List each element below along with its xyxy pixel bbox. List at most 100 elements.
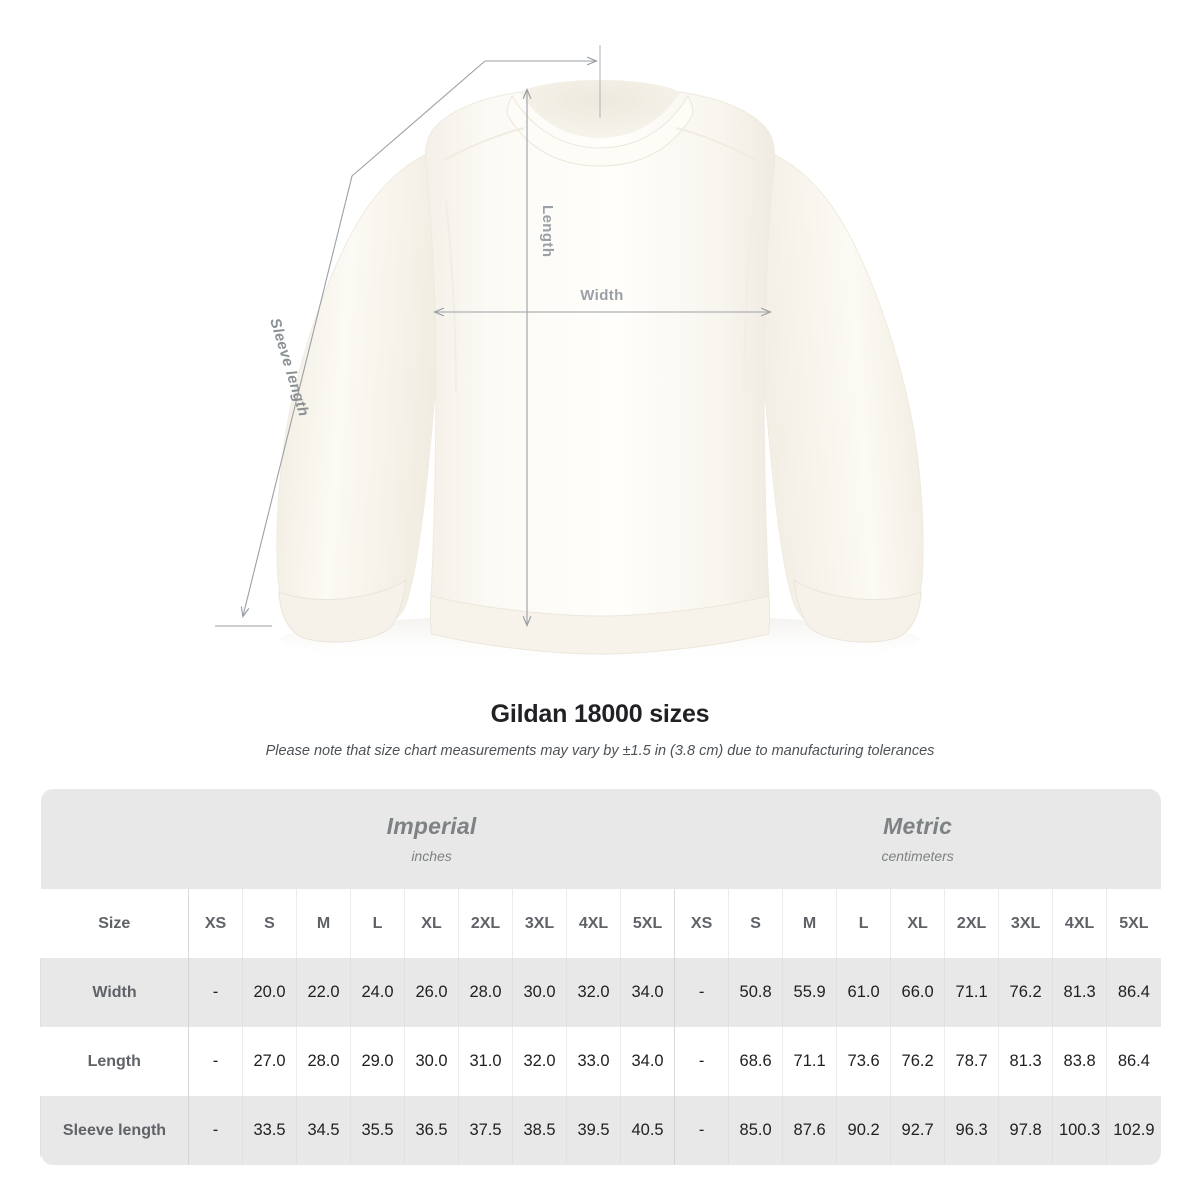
width-imperial-m: 22.0 [296,958,351,1027]
size-chart-table: Imperial inches Metric centimeters Size … [40,789,1161,1165]
sleeve-metric-3xl: 97.8 [998,1096,1053,1165]
row-label-sleeve-length: Sleeve length [40,1096,189,1165]
width-metric-4xl: 81.3 [1052,958,1107,1027]
length-metric-5xl: 86.4 [1106,1027,1161,1096]
size-header-imperial-5xl: 5XL [619,889,675,958]
length-metric-3xl: 81.3 [998,1027,1053,1096]
width-imperial-xl: 26.0 [404,958,459,1027]
unit-imperial-cell: Imperial inches [188,789,675,889]
table-row-sleeve-length: Sleeve length - 33.5 34.5 35.5 36.5 37.5… [40,1096,1161,1165]
size-header-metric-3xl: 3XL [998,889,1053,958]
width-label: Width [580,287,624,304]
sleeve-imperial-s: 33.5 [242,1096,297,1165]
sleeve-imperial-xl: 36.5 [404,1096,459,1165]
length-imperial-s: 27.0 [242,1027,297,1096]
width-metric-xs: - [674,958,729,1027]
size-header-label: Size [40,889,189,958]
length-imperial-m: 28.0 [296,1027,351,1096]
sleeve-imperial-xs: - [188,1096,243,1165]
width-imperial-2xl: 28.0 [458,958,513,1027]
left-cuff [278,578,407,643]
right-shoulder-seam [675,127,757,161]
width-imperial-s: 20.0 [242,958,297,1027]
unit-metric-sub: centimeters [881,847,954,864]
right-armhole-seam [743,199,755,393]
length-imperial-4xl: 33.0 [566,1027,621,1096]
length-imperial-3xl: 32.0 [512,1027,567,1096]
size-header-imperial-l: L [350,889,405,958]
width-metric-xl: 66.0 [890,958,945,1027]
size-header-metric-4xl: 4XL [1052,889,1107,958]
sleeve-metric-m: 87.6 [782,1096,837,1165]
length-imperial-5xl: 34.0 [619,1027,675,1096]
left-shoulder-seam [443,127,525,161]
length-metric-xs: - [674,1027,729,1096]
row-label-length: Length [40,1027,189,1096]
size-header-row: Size XS S M L XL 2XL 3XL 4XL 5XL XS S M … [40,889,1161,958]
width-imperial-5xl: 34.0 [619,958,675,1027]
width-imperial-l: 24.0 [350,958,405,1027]
tolerance-note: Please note that size chart measurements… [265,743,935,759]
width-imperial-3xl: 30.0 [512,958,567,1027]
width-metric-s: 50.8 [728,958,783,1027]
size-header-metric-s: S [728,889,783,958]
unit-metric-name: Metric [883,813,953,840]
chart-heading: Gildan 18000 sizes Please note that size… [0,700,1200,759]
sleeve-imperial-2xl: 37.5 [458,1096,513,1165]
sleeve-imperial-5xl: 40.5 [619,1096,675,1165]
sleeve-metric-2xl: 96.3 [944,1096,999,1165]
width-metric-l: 61.0 [836,958,891,1027]
row-label-width: Width [40,958,189,1027]
size-header-metric-2xl: 2XL [944,889,999,958]
table-row-length: Length - 27.0 28.0 29.0 30.0 31.0 32.0 3… [40,1027,1161,1096]
sleeve-length-line [240,60,486,619]
table-row-width: Width - 20.0 22.0 24.0 26.0 28.0 30.0 32… [40,958,1161,1027]
unit-banner-row: Imperial inches Metric centimeters [40,789,1161,889]
product-photo: Length Width Sleeve length [215,45,924,666]
length-imperial-xs: - [188,1027,243,1096]
size-header-metric-5xl: 5XL [1106,889,1161,958]
right-sleeve [752,149,924,638]
left-armhole-seam [445,199,457,393]
length-metric-2xl: 78.7 [944,1027,999,1096]
size-header-imperial-2xl: 2XL [458,889,513,958]
sleeve-imperial-3xl: 38.5 [512,1096,567,1165]
unit-banner-spacer [40,789,189,889]
size-header-metric-xl: XL [890,889,945,958]
length-label: Length [539,205,556,257]
sleeve-imperial-4xl: 39.5 [566,1096,621,1165]
length-metric-xl: 76.2 [890,1027,945,1096]
length-imperial-l: 29.0 [350,1027,405,1096]
size-header-metric-xs: XS [674,889,729,958]
sweatshirt-illustration: Length Width Sleeve length [215,45,924,666]
unit-imperial-sub: inches [411,847,452,864]
size-header-imperial-xs: XS [188,889,243,958]
length-imperial-xl: 30.0 [404,1027,459,1096]
length-metric-s: 68.6 [728,1027,783,1096]
collar-rib [506,94,694,167]
unit-imperial-name: Imperial [386,813,477,840]
size-header-imperial-3xl: 3XL [512,889,567,958]
width-metric-3xl: 76.2 [998,958,1053,1027]
size-header-imperial-s: S [242,889,297,958]
bottom-hem [429,595,771,655]
sleeve-imperial-l: 35.5 [350,1096,405,1165]
width-metric-m: 55.9 [782,958,837,1027]
width-metric-5xl: 86.4 [1106,958,1161,1027]
sleeve-metric-4xl: 100.3 [1052,1096,1107,1165]
width-imperial-4xl: 32.0 [566,958,621,1027]
page-title: Gildan 18000 sizes [490,700,710,728]
width-metric-2xl: 71.1 [944,958,999,1027]
right-cuff [793,578,922,643]
length-metric-m: 71.1 [782,1027,837,1096]
size-chart-container: Imperial inches Metric centimeters Size … [40,789,1161,1165]
sleeve-imperial-m: 34.5 [296,1096,351,1165]
length-metric-4xl: 83.8 [1052,1027,1107,1096]
unit-metric-cell: Metric centimeters [674,789,1161,889]
sleeve-metric-l: 90.2 [836,1096,891,1165]
size-header-imperial-xl: XL [404,889,459,958]
size-header-metric-m: M [782,889,837,958]
size-header-metric-l: L [836,889,891,958]
length-imperial-2xl: 31.0 [458,1027,513,1096]
length-metric-l: 73.6 [836,1027,891,1096]
